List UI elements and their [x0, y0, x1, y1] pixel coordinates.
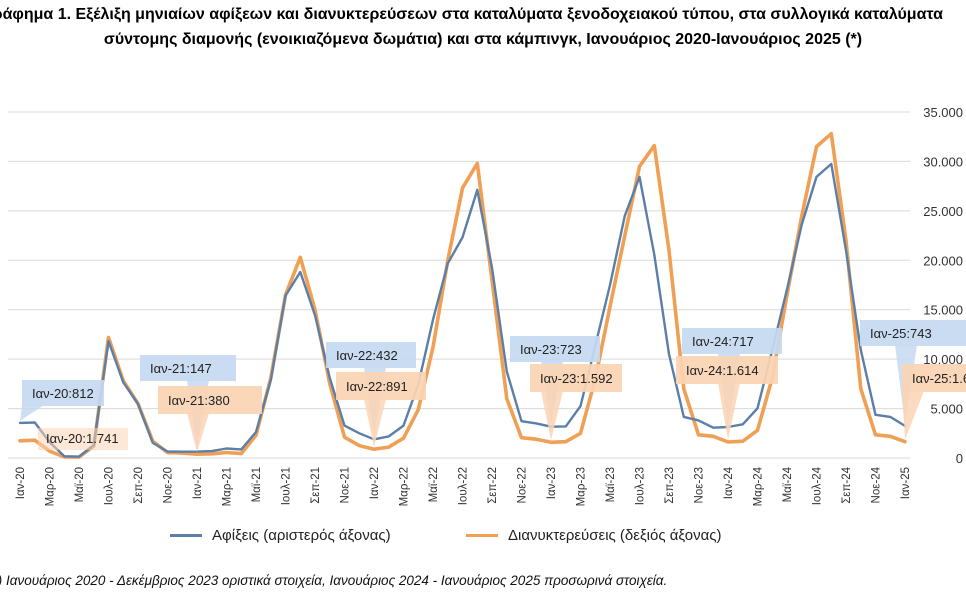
callout-pointer	[541, 391, 563, 441]
series-lines	[18, 131, 907, 459]
callout-box	[22, 380, 104, 406]
x-tick-label: Μαρ-22	[399, 467, 411, 506]
x-tick-label: Μαϊ-24	[782, 466, 794, 502]
callout-box	[510, 336, 600, 362]
x-tick-label: Νοε-23	[694, 467, 706, 503]
x-tick-label: Ιαν-24	[723, 466, 735, 499]
gridlines	[8, 111, 910, 459]
x-tick-label: Νοε-22	[517, 467, 529, 503]
right-tick-label: 15.000	[923, 303, 963, 318]
legend-item-arrivals: Αφίξεις (αριστερός άξονας)	[170, 527, 391, 544]
x-tick-label: Νοε-24	[871, 466, 883, 503]
callout-box	[326, 342, 416, 368]
x-tick-label: Ιουλ-22	[458, 467, 470, 505]
callout-pointer	[187, 413, 209, 453]
callout-label: Ιαν-25:1.650	[912, 371, 966, 386]
x-tick-label: Μαϊ-20	[74, 467, 86, 502]
callout-pointer	[364, 399, 386, 448]
x-tick-label: Μαϊ-21	[251, 467, 263, 502]
callout-label: Ιαν-23:1.592	[540, 371, 613, 386]
x-tick-label: Ιαν-21	[192, 467, 204, 499]
x-tick-label: Σεπ-22	[487, 467, 499, 504]
right-tick-label: 30.000	[923, 154, 963, 169]
chart-legend: Αφίξεις (αριστερός άξονας) Διανυκτερεύσε…	[0, 524, 966, 550]
x-tick-label: Νοε-21	[340, 467, 352, 503]
callout-box	[676, 356, 778, 384]
callout-label: Ιαν-24:1.614	[686, 363, 759, 378]
callout-box	[902, 364, 966, 392]
legend-label-overnights: Διανυκτερεύσεις (δεξιός άξονας)	[508, 527, 722, 544]
x-tick-label: Μαϊ-22	[428, 467, 440, 502]
data-callouts: Ιαν-20:812 Ιαν-20:1.741 Ιαν-21:147 Ιαν-21:3…	[20, 320, 966, 453]
callout-box	[38, 428, 128, 450]
right-tick-label: 35.000	[923, 105, 963, 120]
callout-box	[158, 386, 262, 414]
x-axis-ticks: Ιαν-20 Μαρ-20 Μαϊ-20 Ιουλ-20 Σεπ-20 Νοε-20 Ιαν…	[15, 466, 912, 506]
callout-label: Ιαν-22:432	[336, 348, 398, 363]
x-tick-label: Μαρ-23	[576, 467, 588, 506]
right-tick-label: 10.000	[923, 352, 963, 367]
chart-title-line-2: σύντομης διαμονής (ενοικιαζόμενα δωμάτια…	[103, 31, 863, 48]
right-axis-ticks: 0 5.000 10.000 15.000 20.000 25.000 30.000 35.0…	[923, 105, 963, 466]
callout-box	[860, 320, 966, 346]
callout-box	[336, 372, 426, 400]
x-tick-label: Σεπ-24	[841, 466, 853, 503]
x-tick-label: Μαρ-24	[753, 466, 765, 506]
callout-label: Ιαν-20:1.741	[46, 431, 119, 446]
x-tick-label: Μαϊ-23	[605, 467, 617, 502]
right-tick-label: 5.000	[930, 402, 963, 417]
callout-label: Ιαν-21:147	[150, 361, 212, 376]
x-tick-label: Σεπ-21	[310, 467, 322, 504]
x-tick-label: Ιαν-22	[369, 467, 381, 499]
callout-box	[530, 364, 622, 392]
x-tick-label: Ιουλ-23	[635, 467, 647, 505]
callout-label: Ιαν-25:743	[870, 326, 932, 341]
right-tick-label: 0	[956, 451, 963, 466]
footnote: (*) Ιανουάριος 2020 - Δεκέμβριος 2023 ορ…	[0, 573, 668, 588]
x-tick-label: Ιαν-23	[546, 467, 558, 499]
x-tick-label: Νοε-20	[163, 467, 175, 503]
callout-label: Ιαν-20:812	[32, 386, 94, 401]
callout-box	[140, 355, 236, 381]
legend-label-arrivals: Αφίξεις (αριστερός άξονας)	[212, 527, 391, 544]
x-tick-label: Ιουλ-21	[281, 467, 293, 505]
x-tick-label: Μαρ-21	[222, 467, 234, 506]
legend-swatch-arrivals	[170, 534, 202, 537]
chart-title: Γράφημα 1. Εξέλιξη μηνιαίων αφίξεων και …	[0, 2, 966, 52]
x-tick-label: Σεπ-23	[664, 467, 676, 504]
callout-box	[682, 328, 782, 354]
x-tick-label: Ιαν-25	[900, 467, 912, 499]
callout-label: Ιαν-23:723	[520, 342, 582, 357]
callout-pointer	[20, 405, 44, 421]
right-tick-label: 20.000	[923, 253, 963, 268]
callout-label: Ιαν-22:891	[346, 379, 408, 394]
callout-label: Ιαν-24:717	[692, 334, 754, 349]
x-tick-label: Μαρ-20	[45, 467, 57, 506]
x-tick-label: Σεπ-20	[133, 467, 145, 504]
legend-item-overnights: Διανυκτερεύσεις (δεξιός άξονας)	[466, 527, 721, 544]
legend-swatch-overnights	[466, 534, 498, 537]
x-tick-label: Ιουλ-24	[812, 466, 824, 505]
series-line-arrivals	[18, 162, 907, 458]
right-tick-label: 25.000	[923, 204, 963, 219]
x-tick-label: Ιαν-20	[15, 467, 27, 499]
chart-title-line-1: Γράφημα 1. Εξέλιξη μηνιαίων αφίξεων και …	[0, 6, 943, 23]
callout-pointer	[718, 383, 740, 440]
x-tick-label: Ιουλ-20	[104, 467, 116, 505]
callout-pointer	[902, 391, 924, 440]
callout-label: Ιαν-21:380	[168, 393, 230, 408]
